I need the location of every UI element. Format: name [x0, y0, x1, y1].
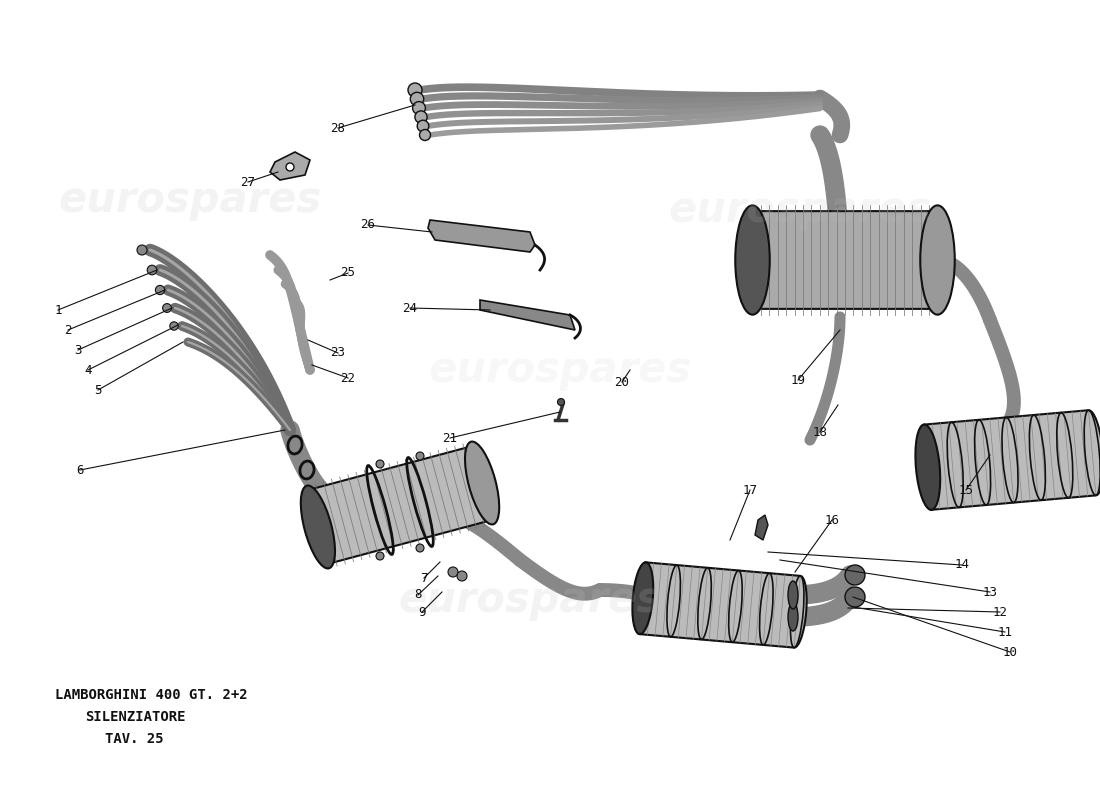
- Text: 25: 25: [341, 266, 355, 279]
- Text: 19: 19: [791, 374, 805, 386]
- Text: 11: 11: [998, 626, 1012, 638]
- Polygon shape: [480, 300, 575, 330]
- Text: 14: 14: [955, 558, 969, 571]
- Text: 1: 1: [54, 303, 62, 317]
- Circle shape: [558, 398, 564, 406]
- Polygon shape: [916, 410, 1100, 510]
- Text: 10: 10: [1002, 646, 1018, 658]
- Text: eurospares: eurospares: [58, 179, 321, 221]
- Polygon shape: [755, 515, 768, 540]
- Polygon shape: [302, 446, 497, 564]
- Text: 15: 15: [958, 483, 974, 497]
- Text: 7: 7: [420, 571, 428, 585]
- Text: 8: 8: [415, 589, 421, 602]
- Text: 27: 27: [241, 175, 255, 189]
- Circle shape: [410, 92, 424, 106]
- Circle shape: [155, 286, 165, 294]
- Text: 20: 20: [615, 375, 629, 389]
- Circle shape: [163, 303, 172, 312]
- Circle shape: [416, 544, 424, 552]
- Text: 18: 18: [813, 426, 827, 438]
- Text: SILENZIATORE: SILENZIATORE: [85, 710, 186, 724]
- Ellipse shape: [788, 603, 798, 631]
- Circle shape: [416, 452, 424, 460]
- Text: eurospares: eurospares: [398, 579, 661, 621]
- Circle shape: [138, 245, 147, 255]
- Circle shape: [448, 567, 458, 577]
- Text: 2: 2: [64, 323, 72, 337]
- Polygon shape: [428, 220, 535, 252]
- Text: 4: 4: [85, 363, 91, 377]
- Circle shape: [412, 102, 426, 114]
- Text: eurospares: eurospares: [669, 189, 932, 231]
- Text: 23: 23: [330, 346, 345, 359]
- Text: 26: 26: [361, 218, 375, 231]
- Ellipse shape: [921, 206, 955, 314]
- Text: 9: 9: [418, 606, 426, 618]
- Circle shape: [415, 111, 427, 123]
- Polygon shape: [738, 211, 953, 309]
- Text: 16: 16: [825, 514, 839, 526]
- Text: eurospares: eurospares: [428, 349, 692, 391]
- Ellipse shape: [632, 562, 653, 634]
- Text: 3: 3: [75, 343, 81, 357]
- Circle shape: [419, 130, 430, 141]
- Circle shape: [286, 163, 294, 171]
- Ellipse shape: [300, 486, 336, 569]
- Text: 5: 5: [95, 383, 101, 397]
- Text: 28: 28: [330, 122, 345, 134]
- Circle shape: [376, 552, 384, 560]
- Ellipse shape: [915, 425, 940, 510]
- Text: TAV. 25: TAV. 25: [104, 732, 164, 746]
- Ellipse shape: [735, 206, 770, 314]
- Circle shape: [845, 587, 865, 607]
- Text: 6: 6: [76, 463, 84, 477]
- Circle shape: [376, 460, 384, 468]
- Ellipse shape: [465, 442, 499, 525]
- Text: LAMBORGHINI 400 GT. 2+2: LAMBORGHINI 400 GT. 2+2: [55, 688, 248, 702]
- Text: 22: 22: [341, 371, 355, 385]
- Polygon shape: [634, 562, 806, 648]
- Circle shape: [845, 565, 865, 585]
- Polygon shape: [270, 152, 310, 180]
- Text: 13: 13: [982, 586, 998, 598]
- Ellipse shape: [788, 581, 798, 609]
- Circle shape: [456, 571, 468, 581]
- Text: 12: 12: [992, 606, 1008, 618]
- Text: 24: 24: [403, 302, 418, 314]
- Circle shape: [417, 120, 429, 132]
- Circle shape: [169, 322, 178, 330]
- Circle shape: [408, 83, 422, 97]
- Text: 17: 17: [742, 483, 758, 497]
- Circle shape: [147, 266, 157, 274]
- Text: 21: 21: [442, 431, 458, 445]
